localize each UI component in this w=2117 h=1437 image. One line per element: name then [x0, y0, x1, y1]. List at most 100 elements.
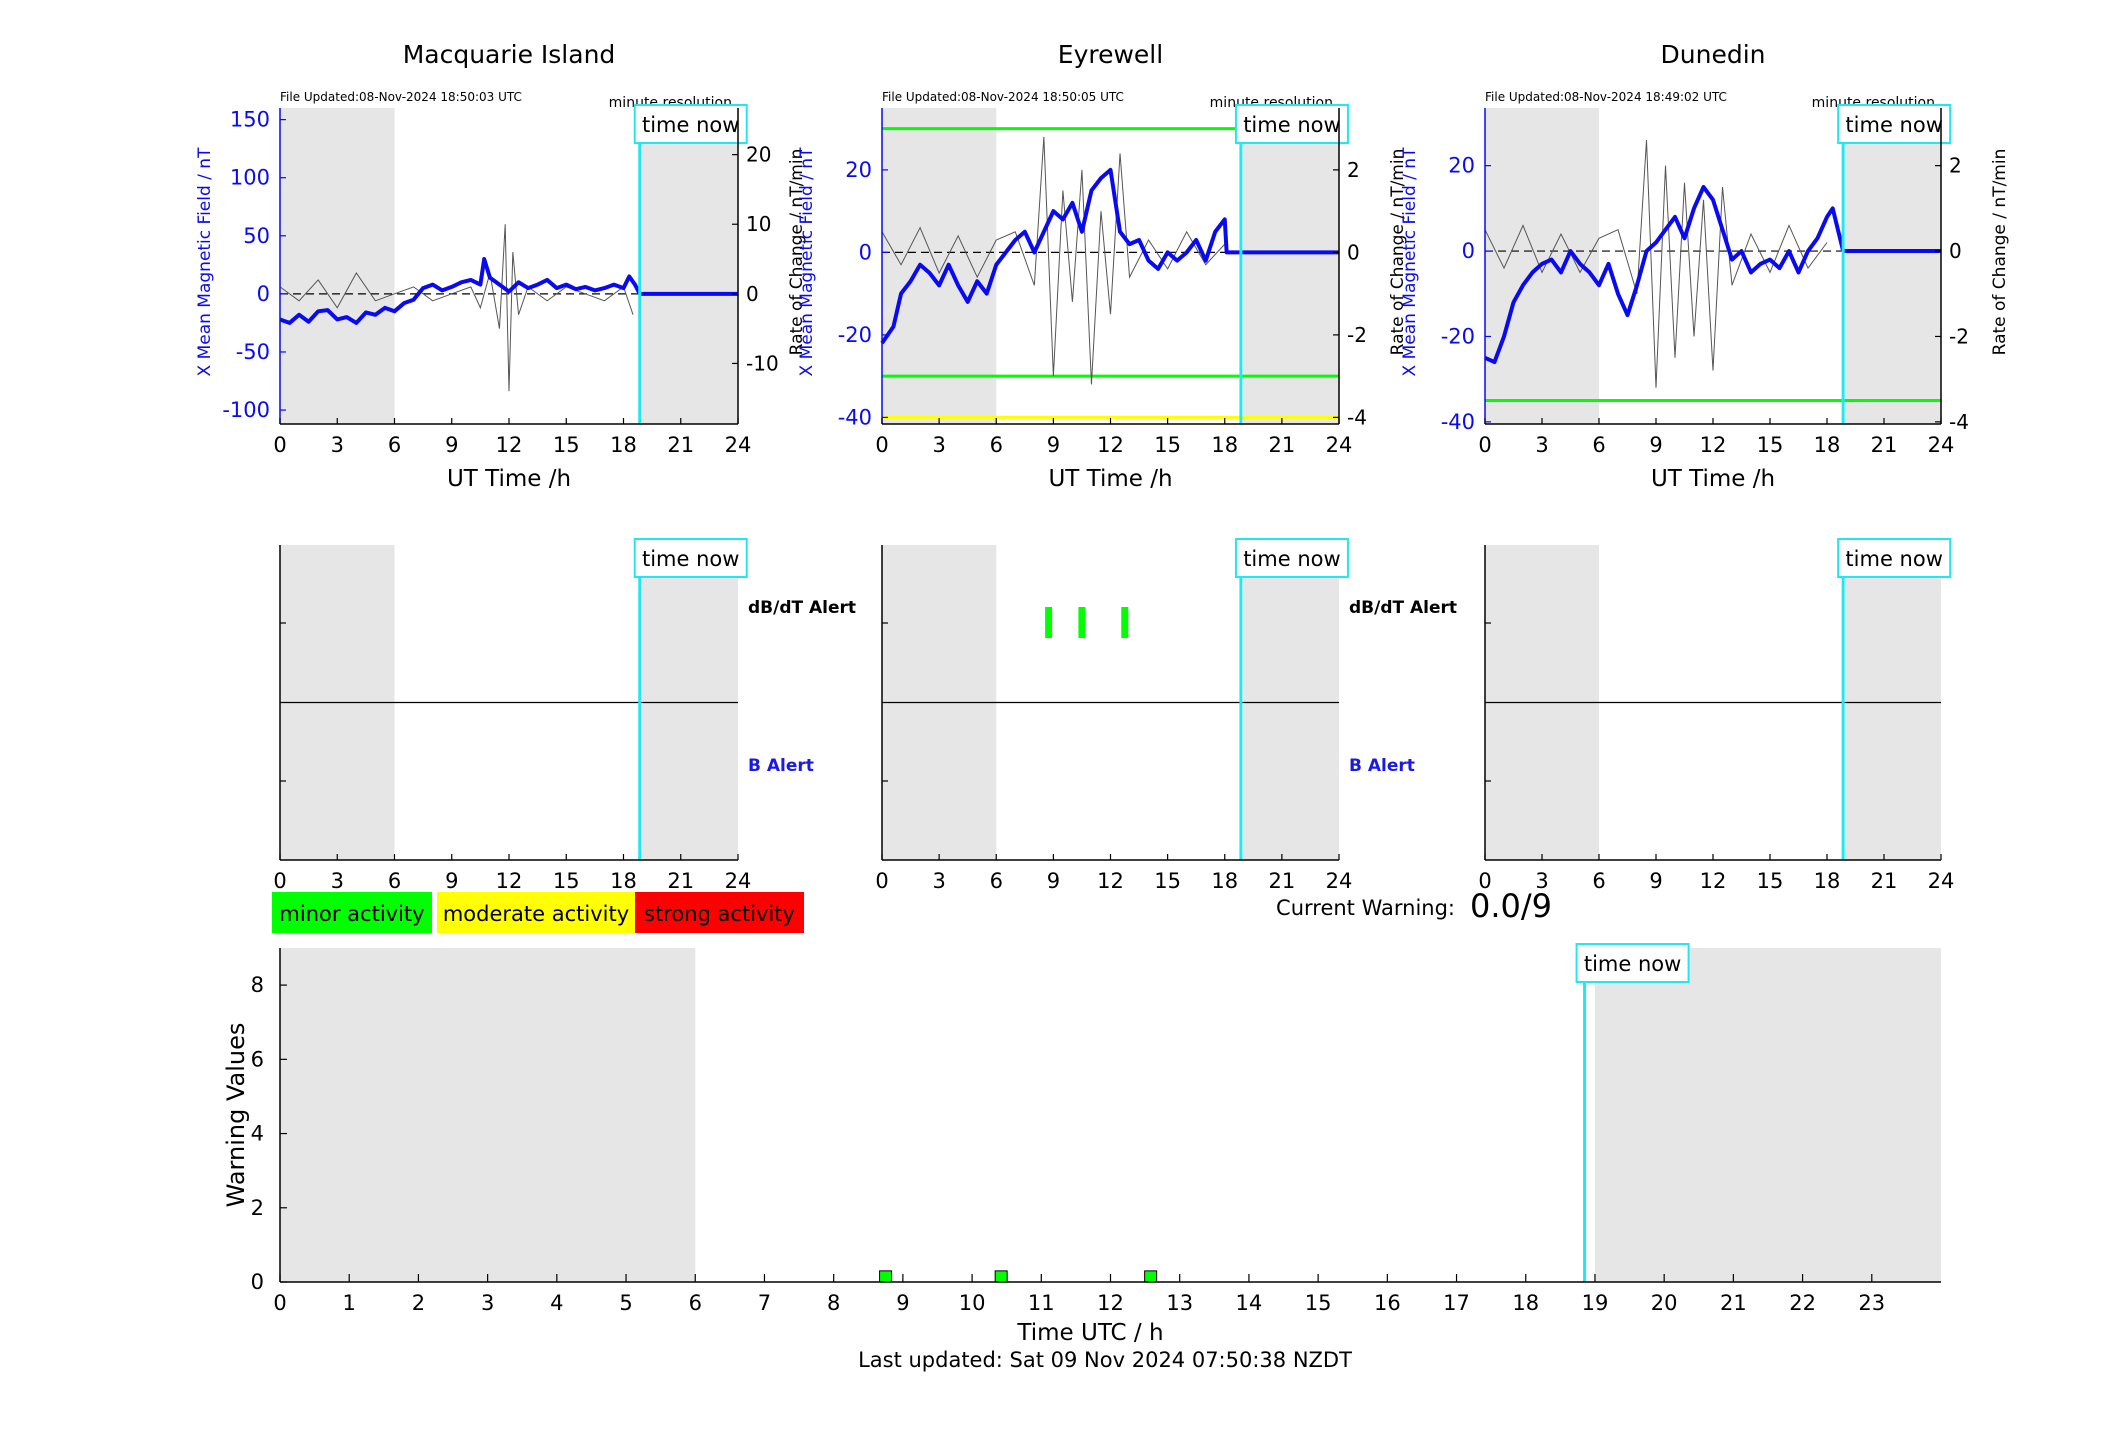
x-tick-label: 21 — [1871, 433, 1898, 457]
x-tick-label: 9 — [445, 869, 458, 893]
magnetic-field-line — [1484, 185, 1846, 365]
y-left-axis-label: X Mean Magnetic Field / nT — [1400, 147, 1420, 377]
x-tick-label: 20 — [1651, 1291, 1678, 1315]
y-left-tick-label: -50 — [236, 340, 270, 364]
x-tick-label: 6 — [990, 869, 1003, 893]
x-tick-label: 4 — [550, 1291, 563, 1315]
x-tick-label: 18 — [1211, 433, 1238, 457]
x-tick-label: 9 — [1649, 869, 1662, 893]
magnetic-field-line — [880, 167, 1241, 345]
y-tick-label: 0 — [251, 1270, 264, 1294]
alert-panel-2: time now 0 3 6 9 12 15 18 21 24 — [1478, 538, 1955, 893]
x-tick-label: 6 — [990, 433, 1003, 457]
x-tick-label: 18 — [1211, 869, 1238, 893]
x-tick-label: 15 — [1154, 869, 1181, 893]
x-tick-label: 15 — [553, 433, 580, 457]
time-now-label: time now — [1845, 113, 1942, 137]
night-shading — [1846, 108, 1941, 424]
x-tick-label: 3 — [932, 433, 945, 457]
current-warning: Current Warning: 0.0/9 — [1276, 887, 1552, 925]
x-tick-label: 22 — [1789, 1291, 1816, 1315]
alert-panels: time now 0 3 6 9 12 15 18 21 24 dB/dT Alert B Alert… — [273, 538, 1955, 893]
x-tick-label: 18 — [1814, 869, 1841, 893]
y-right-tick-label: 0 — [746, 282, 759, 306]
x-tick-label: 9 — [896, 1291, 909, 1315]
x-tick-label: 15 — [1305, 1291, 1332, 1315]
x-tick-label: 0 — [875, 869, 888, 893]
y-right-tick-label: -2 — [1949, 324, 1969, 348]
x-tick-label: 3 — [331, 869, 344, 893]
x-tick-label: 24 — [1928, 433, 1955, 457]
night-shading — [642, 108, 738, 424]
x-tick-label: 12 — [1097, 1291, 1124, 1315]
x-tick-label: 21 — [1269, 869, 1296, 893]
x-tick-label: 1 — [343, 1291, 356, 1315]
activity-legend: minor activity moderate activity strong ac… — [272, 892, 804, 933]
y-left-tick-label: -20 — [838, 323, 872, 347]
y-right-tick-label: -4 — [1347, 405, 1367, 429]
rate-of-change-line — [881, 136, 1226, 385]
y-tick-label: 4 — [251, 1122, 264, 1146]
y-left-tick-label: 20 — [845, 158, 872, 182]
night-shading — [882, 108, 997, 424]
x-tick-label: 6 — [1592, 869, 1605, 893]
x-tick-label: 6 — [388, 869, 401, 893]
x-tick-label: 7 — [758, 1291, 771, 1315]
y-right-tick-label: 10 — [746, 212, 771, 236]
time-now-label: time now — [642, 547, 739, 571]
x-tick-label: 24 — [1326, 433, 1353, 457]
time-now-box — [1575, 943, 1690, 983]
x-tick-label: 6 — [388, 433, 401, 457]
y-left-tick-label: -40 — [838, 405, 872, 429]
x-tick-label: 24 — [1928, 869, 1955, 893]
alert-panel-0: time now 0 3 6 9 12 15 18 21 24 dB/dT Alert B Alert — [273, 538, 856, 893]
x-tick-label: 19 — [1582, 1291, 1609, 1315]
night-shading — [1243, 108, 1339, 424]
legend-label: minor activity — [279, 902, 424, 926]
x-tick-label: 24 — [1326, 869, 1353, 893]
time-now-label: time now — [1243, 547, 1340, 571]
x-tick-label: 18 — [1814, 433, 1841, 457]
y-right-tick-label: 2 — [1949, 154, 1962, 178]
y-tick-label: 2 — [251, 1196, 264, 1220]
time-now-label: time now — [1243, 113, 1340, 137]
x-tick-label: 17 — [1443, 1291, 1470, 1315]
x-tick-label: 9 — [445, 433, 458, 457]
x-tick-label: 12 — [1097, 433, 1124, 457]
night-shading — [1594, 948, 1941, 1282]
panel-title: Dunedin — [1661, 40, 1766, 69]
y-right-tick-label: 2 — [1347, 158, 1360, 182]
magnetometer-panel-1: Eyrewell File Updated:08-Nov-2024 18:50:0… — [797, 40, 1408, 492]
x-tick-label: 6 — [689, 1291, 702, 1315]
alert-panel-1: time now 0 3 6 9 12 15 18 21 24 dB/dT Alert B Alert — [875, 538, 1457, 893]
x-tick-label: 21 — [1269, 433, 1296, 457]
y-right-axis-label: Rate of Change / nT/min — [1388, 149, 1408, 356]
x-tick-label: 6 — [1592, 433, 1605, 457]
x-tick-label: 14 — [1236, 1291, 1263, 1315]
x-tick-label: 12 — [1700, 433, 1727, 457]
x-tick-label: 21 — [667, 869, 694, 893]
y-left-tick-label: 100 — [230, 166, 270, 190]
x-tick-label: 15 — [1757, 869, 1784, 893]
x-tick-label: 15 — [553, 869, 580, 893]
time-now-label: time now — [642, 113, 739, 137]
y-right-tick-label: -2 — [1347, 323, 1367, 347]
x-tick-label: 21 — [1871, 869, 1898, 893]
legend-swatch — [635, 892, 804, 933]
legend-swatch — [272, 892, 432, 933]
warning-bar — [1144, 1270, 1158, 1283]
x-tick-label: 3 — [1535, 433, 1548, 457]
x-tick-label: 0 — [273, 1291, 286, 1315]
last-updated: Last updated: Sat 09 Nov 2024 07:50:38 N… — [858, 1348, 1352, 1372]
time-now-box — [633, 538, 748, 578]
x-tick-label: 15 — [1154, 433, 1181, 457]
x-tick-label: 9 — [1047, 433, 1060, 457]
panel-title: Eyrewell — [1058, 40, 1163, 69]
x-tick-label: 24 — [725, 869, 752, 893]
warning-bar — [994, 1270, 1008, 1283]
y-right-tick-label: -4 — [1949, 410, 1969, 434]
time-now-box — [633, 104, 748, 144]
y-left-tick-label: 0 — [1462, 239, 1475, 263]
current-warning-value: 0.0/9 — [1470, 887, 1552, 925]
